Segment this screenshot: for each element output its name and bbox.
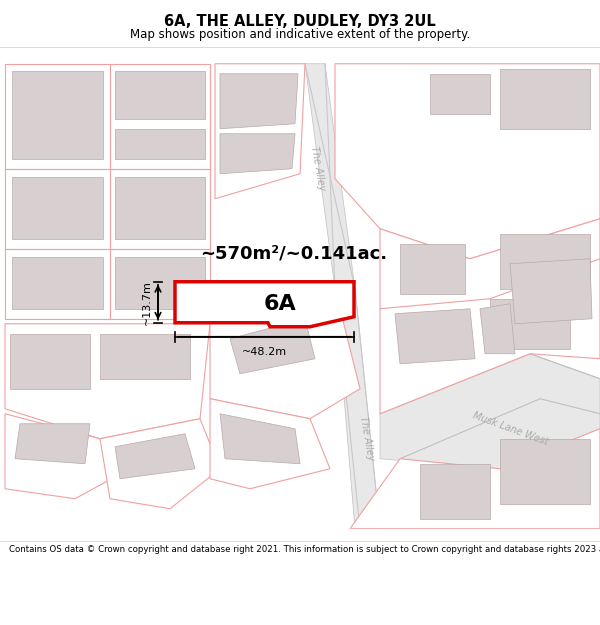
- Polygon shape: [500, 234, 590, 289]
- Text: ~48.2m: ~48.2m: [242, 347, 287, 357]
- Text: The Alley: The Alley: [309, 146, 327, 192]
- Text: Map shows position and indicative extent of the property.: Map shows position and indicative extent…: [130, 28, 470, 41]
- Polygon shape: [480, 304, 515, 354]
- Text: Contains OS data © Crown copyright and database right 2021. This information is : Contains OS data © Crown copyright and d…: [9, 545, 600, 554]
- Polygon shape: [115, 129, 205, 159]
- Text: ~13.7m: ~13.7m: [142, 280, 152, 325]
- Polygon shape: [230, 319, 315, 374]
- Polygon shape: [215, 64, 305, 199]
- Polygon shape: [175, 282, 354, 327]
- Polygon shape: [490, 299, 570, 349]
- Polygon shape: [380, 259, 600, 414]
- Polygon shape: [380, 219, 600, 359]
- Polygon shape: [400, 244, 465, 294]
- Text: 6A, THE ALLEY, DUDLEY, DY3 2UL: 6A, THE ALLEY, DUDLEY, DY3 2UL: [164, 14, 436, 29]
- Polygon shape: [350, 429, 600, 529]
- Polygon shape: [5, 169, 210, 249]
- Polygon shape: [305, 64, 355, 289]
- Polygon shape: [220, 74, 298, 129]
- Polygon shape: [100, 334, 190, 379]
- Polygon shape: [500, 439, 590, 504]
- Polygon shape: [420, 464, 490, 519]
- Polygon shape: [5, 324, 210, 439]
- Polygon shape: [210, 289, 360, 419]
- Polygon shape: [115, 257, 205, 309]
- Polygon shape: [115, 177, 205, 239]
- Polygon shape: [5, 249, 210, 319]
- Polygon shape: [220, 134, 295, 174]
- Polygon shape: [115, 434, 195, 479]
- Polygon shape: [100, 419, 220, 509]
- Text: 6A: 6A: [263, 294, 296, 314]
- Polygon shape: [5, 414, 130, 499]
- Text: ~570m²/~0.141ac.: ~570m²/~0.141ac.: [200, 245, 387, 262]
- Text: Musk Lane West: Musk Lane West: [471, 411, 549, 447]
- Polygon shape: [380, 354, 600, 469]
- Polygon shape: [430, 74, 490, 114]
- Polygon shape: [510, 259, 592, 324]
- Polygon shape: [12, 177, 103, 239]
- Polygon shape: [395, 309, 475, 364]
- Polygon shape: [15, 424, 90, 464]
- Polygon shape: [12, 71, 103, 159]
- Text: The Alley: The Alley: [358, 416, 376, 462]
- Polygon shape: [335, 64, 600, 259]
- Polygon shape: [5, 64, 210, 169]
- Polygon shape: [220, 414, 300, 464]
- Polygon shape: [210, 399, 330, 489]
- Polygon shape: [500, 69, 590, 129]
- Polygon shape: [115, 71, 205, 119]
- Polygon shape: [335, 289, 380, 529]
- Polygon shape: [10, 334, 90, 389]
- Polygon shape: [12, 257, 103, 309]
